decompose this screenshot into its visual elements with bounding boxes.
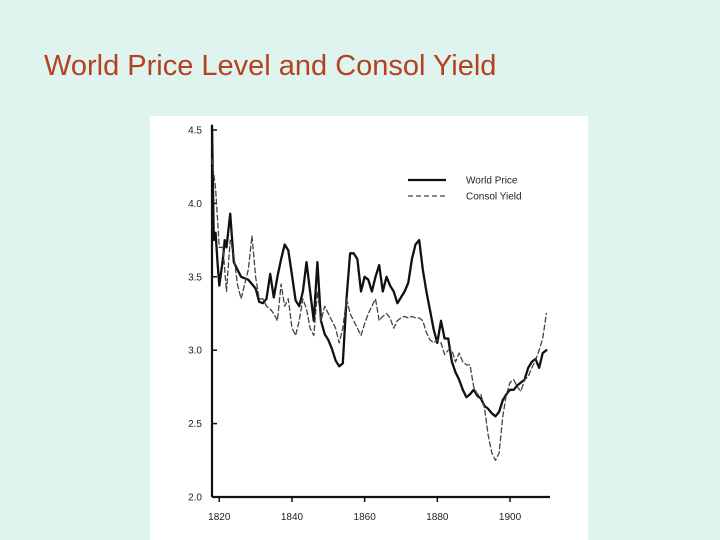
x-tick-label: 1840 (281, 512, 304, 523)
x-tick-label: 1880 (426, 512, 449, 523)
plot-series (210, 124, 548, 461)
y-tick-label: 4.0 (188, 199, 202, 210)
y-tick-label: 2.0 (188, 493, 202, 504)
legend-label-consol-yield: Consol Yield (466, 192, 522, 203)
slide-title: World Price Level and Consol Yield (44, 50, 497, 82)
legend-label-world-price: World Price (466, 176, 518, 187)
x-axis: 1820 1840 1860 1880 1900 (208, 495, 550, 523)
x-tick-label: 1820 (208, 512, 231, 523)
series-line-world-price (210, 124, 548, 418)
series-line-consol-yield (211, 158, 548, 461)
y-tick-label: 3.5 (188, 272, 202, 283)
legend: World Price Consol Yield (408, 176, 522, 203)
y-tick-label: 3.0 (188, 346, 202, 357)
x-tick-label: 1860 (354, 512, 377, 523)
y-tick-label: 2.5 (188, 419, 202, 430)
line-chart: 2.02.53.03.54.04.5 1820 1840 1860 1880 1900 … (188, 124, 550, 523)
chart-panel: 2.0 2.5 3.0 3.5 4.0 4.5 1820 1840 1860 1880 1900 … (150, 116, 588, 540)
y-tick-label: 4.5 (188, 126, 202, 137)
x-tick-label: 1900 (499, 512, 522, 523)
